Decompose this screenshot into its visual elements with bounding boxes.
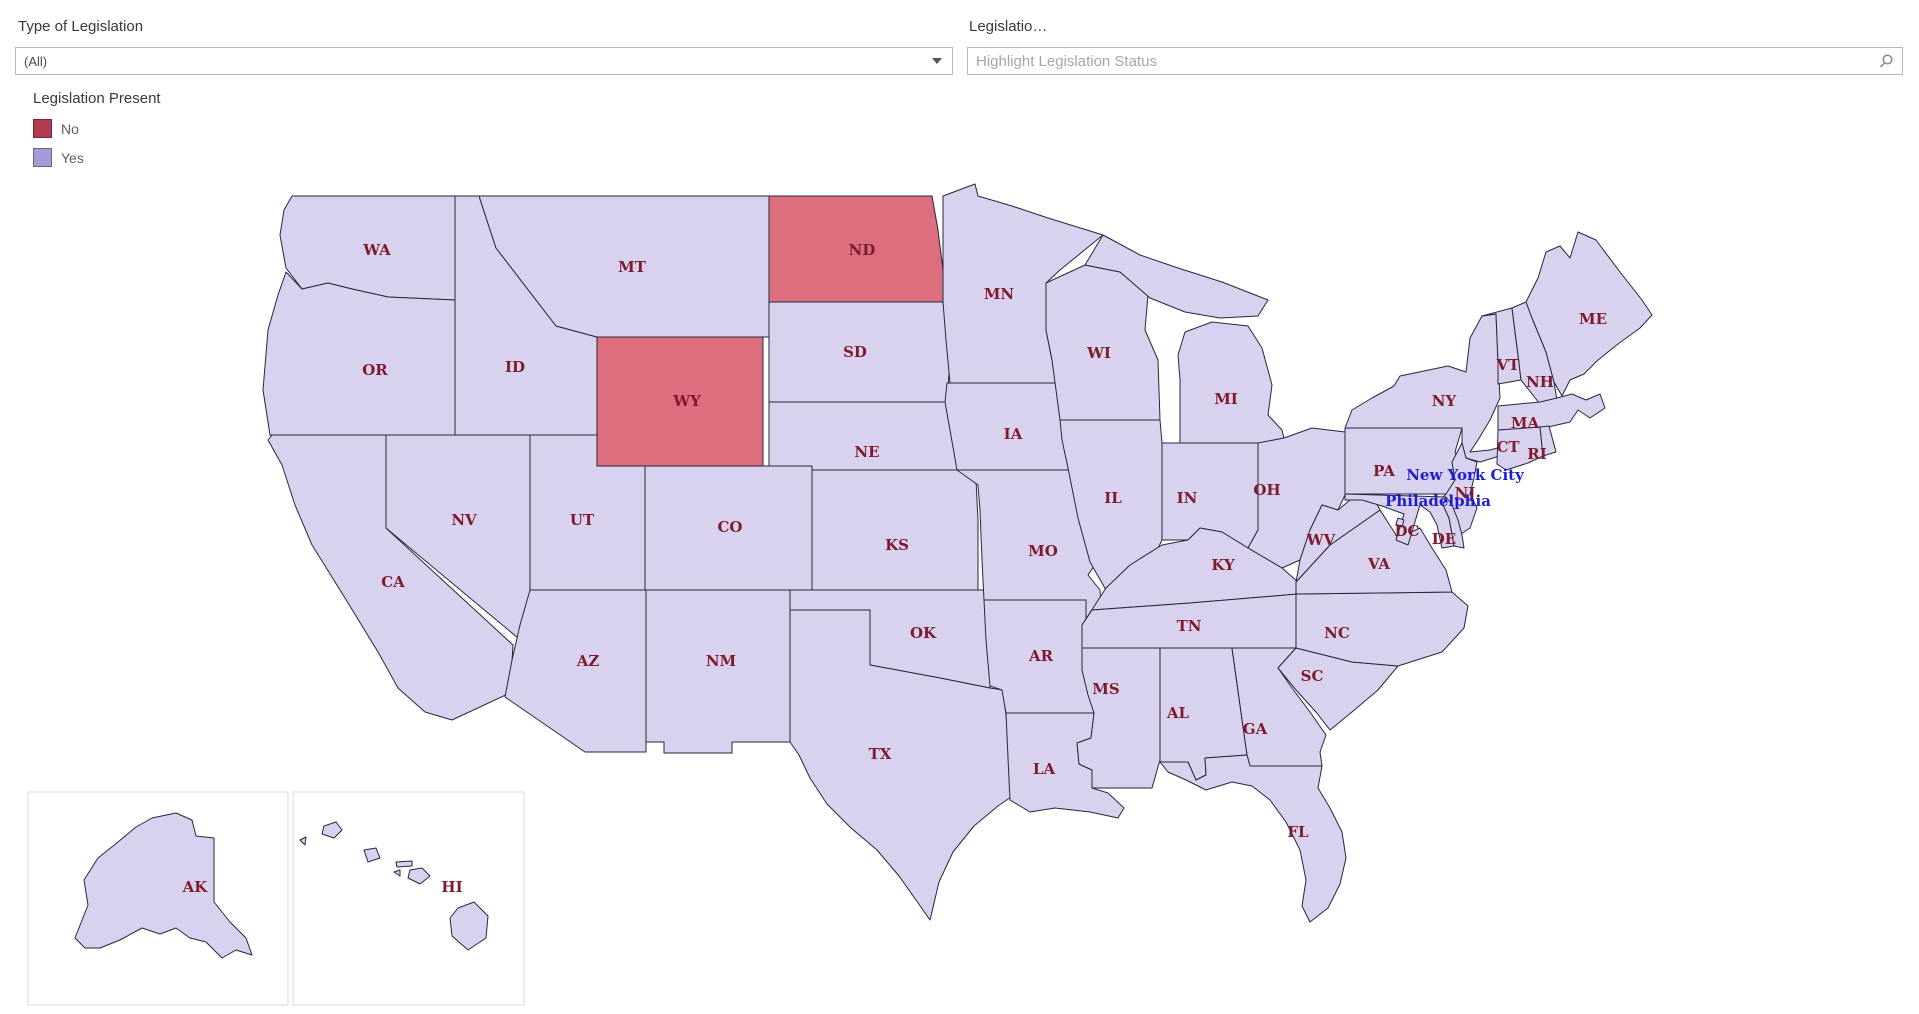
state-label-KS: KS bbox=[885, 536, 909, 554]
state-label-SC: SC bbox=[1301, 667, 1324, 685]
state-label-IL: IL bbox=[1104, 489, 1122, 507]
state-label-AK: AK bbox=[182, 878, 209, 896]
state-NC[interactable] bbox=[1295, 591, 1469, 667]
legend-item-no[interactable]: No bbox=[33, 119, 161, 138]
state-label-IA: IA bbox=[1004, 425, 1023, 443]
state-label-NC: NC bbox=[1324, 624, 1350, 642]
state-label-WY: WY bbox=[672, 392, 701, 410]
state-AK[interactable] bbox=[74, 812, 253, 959]
state-FL[interactable] bbox=[1159, 754, 1347, 923]
legend: Legislation Present No Yes bbox=[33, 90, 161, 177]
state-CA[interactable] bbox=[267, 434, 514, 721]
state-label-MA: MA bbox=[1511, 414, 1540, 432]
highlight-search-box[interactable] bbox=[967, 47, 1903, 75]
state-TX[interactable] bbox=[789, 609, 1015, 921]
state-label-PA: PA bbox=[1373, 462, 1395, 480]
state-label-VT: VT bbox=[1496, 356, 1521, 374]
state-label-NJ: NJ bbox=[1455, 484, 1476, 502]
state-label-ID: ID bbox=[505, 358, 525, 376]
legend-label-yes: Yes bbox=[61, 149, 84, 166]
state-label-FL: FL bbox=[1287, 823, 1309, 841]
state-DC[interactable] bbox=[1395, 517, 1405, 528]
state-label-IN: IN bbox=[1177, 489, 1198, 507]
state-label-TX: TX bbox=[869, 745, 892, 763]
state-label-LA: LA bbox=[1033, 760, 1056, 778]
state-label-CA: CA bbox=[381, 573, 405, 591]
state-label-MS: MS bbox=[1092, 680, 1119, 698]
state-label-NH: NH bbox=[1526, 373, 1554, 391]
type-filter-dropdown[interactable]: (All) bbox=[15, 47, 953, 75]
state-label-NY: NY bbox=[1432, 392, 1457, 410]
state-label-WA: WA bbox=[362, 241, 391, 259]
state-label-AL: AL bbox=[1166, 704, 1190, 722]
highlight-search-input[interactable] bbox=[968, 52, 1878, 70]
state-RI[interactable] bbox=[1539, 425, 1557, 457]
legend-swatch-no bbox=[33, 119, 52, 138]
chevron-down-icon bbox=[932, 58, 942, 64]
state-ME[interactable] bbox=[1525, 231, 1653, 397]
state-label-SD: SD bbox=[843, 343, 867, 361]
state-label-MN: MN bbox=[984, 285, 1015, 303]
state-label-HI: HI bbox=[441, 878, 462, 896]
state-label-ND: ND bbox=[849, 241, 876, 259]
legend-title: Legislation Present bbox=[33, 90, 161, 107]
legend-label-no: No bbox=[61, 120, 79, 137]
state-HI[interactable] bbox=[299, 821, 489, 951]
city-label[interactable]: Philadelphia bbox=[1385, 492, 1491, 510]
state-label-AR: AR bbox=[1028, 647, 1054, 665]
state-label-DC: DC bbox=[1395, 522, 1420, 540]
state-label-AZ: AZ bbox=[576, 652, 600, 670]
state-label-RI: RI bbox=[1527, 445, 1546, 463]
state-PA[interactable] bbox=[1344, 427, 1463, 495]
state-KS[interactable] bbox=[811, 469, 979, 591]
state-label-WI: WI bbox=[1086, 344, 1111, 362]
state-label-MI: MI bbox=[1214, 390, 1238, 408]
legend-swatch-yes bbox=[33, 148, 52, 167]
search-icon[interactable] bbox=[1878, 53, 1894, 69]
state-label-DE: DE bbox=[1432, 530, 1456, 548]
state-label-OK: OK bbox=[910, 624, 937, 642]
state-label-UT: UT bbox=[570, 511, 595, 529]
state-label-OH: OH bbox=[1253, 481, 1280, 499]
state-label-MO: MO bbox=[1028, 542, 1058, 560]
state-label-WV: WV bbox=[1306, 531, 1336, 549]
state-DE[interactable] bbox=[1442, 496, 1465, 549]
highlight-filter-label: Legislatio… bbox=[969, 18, 1048, 35]
hawaii-inset bbox=[292, 791, 525, 1006]
state-label-NM: NM bbox=[706, 652, 736, 670]
state-label-GA: GA bbox=[1243, 720, 1268, 738]
legend-item-yes[interactable]: Yes bbox=[33, 148, 161, 167]
state-label-CT: CT bbox=[1496, 438, 1520, 456]
type-filter-label: Type of Legislation bbox=[18, 18, 144, 35]
state-label-KY: KY bbox=[1211, 556, 1235, 574]
state-AZ[interactable] bbox=[504, 589, 647, 753]
state-NY[interactable] bbox=[1344, 313, 1523, 463]
state-label-OR: OR bbox=[362, 361, 388, 379]
state-label-TN: TN bbox=[1177, 617, 1202, 635]
state-label-CO: CO bbox=[717, 518, 742, 536]
city-label[interactable]: New York City bbox=[1406, 466, 1525, 484]
state-label-VA: VA bbox=[1367, 555, 1390, 573]
type-filter-value: (All) bbox=[24, 53, 48, 69]
state-NM[interactable] bbox=[645, 589, 791, 754]
state-MI[interactable] bbox=[1084, 234, 1286, 444]
state-label-ME: ME bbox=[1579, 310, 1607, 328]
state-label-MT: MT bbox=[618, 258, 647, 276]
state-label-NV: NV bbox=[451, 511, 477, 529]
state-label-NE: NE bbox=[854, 443, 879, 461]
